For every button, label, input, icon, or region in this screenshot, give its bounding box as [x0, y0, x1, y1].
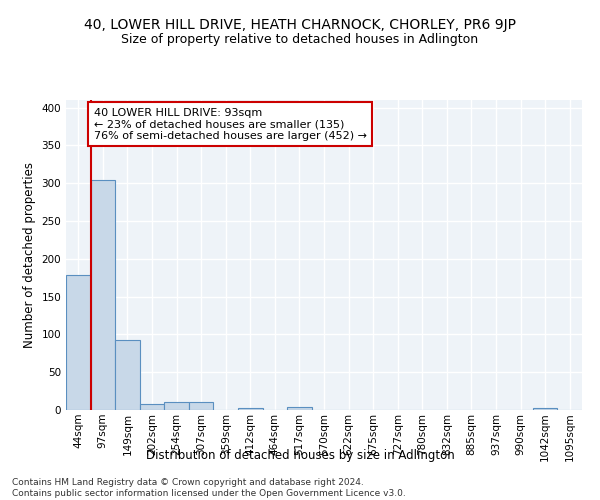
Text: 40, LOWER HILL DRIVE, HEATH CHARNOCK, CHORLEY, PR6 9JP: 40, LOWER HILL DRIVE, HEATH CHARNOCK, CH…	[84, 18, 516, 32]
Bar	[164, 402, 189, 410]
Bar	[189, 402, 214, 410]
Text: Contains HM Land Registry data © Crown copyright and database right 2024.
Contai: Contains HM Land Registry data © Crown c…	[12, 478, 406, 498]
Bar	[66, 276, 91, 410]
Y-axis label: Number of detached properties: Number of detached properties	[23, 162, 36, 348]
Text: 40 LOWER HILL DRIVE: 93sqm
← 23% of detached houses are smaller (135)
76% of sem: 40 LOWER HILL DRIVE: 93sqm ← 23% of deta…	[94, 108, 367, 141]
Bar	[533, 408, 557, 410]
Bar	[140, 404, 164, 410]
Bar	[238, 408, 263, 410]
Text: Distribution of detached houses by size in Adlington: Distribution of detached houses by size …	[146, 448, 454, 462]
Text: Size of property relative to detached houses in Adlington: Size of property relative to detached ho…	[121, 32, 479, 46]
Bar	[287, 407, 312, 410]
Bar	[91, 180, 115, 410]
Bar	[115, 340, 140, 410]
